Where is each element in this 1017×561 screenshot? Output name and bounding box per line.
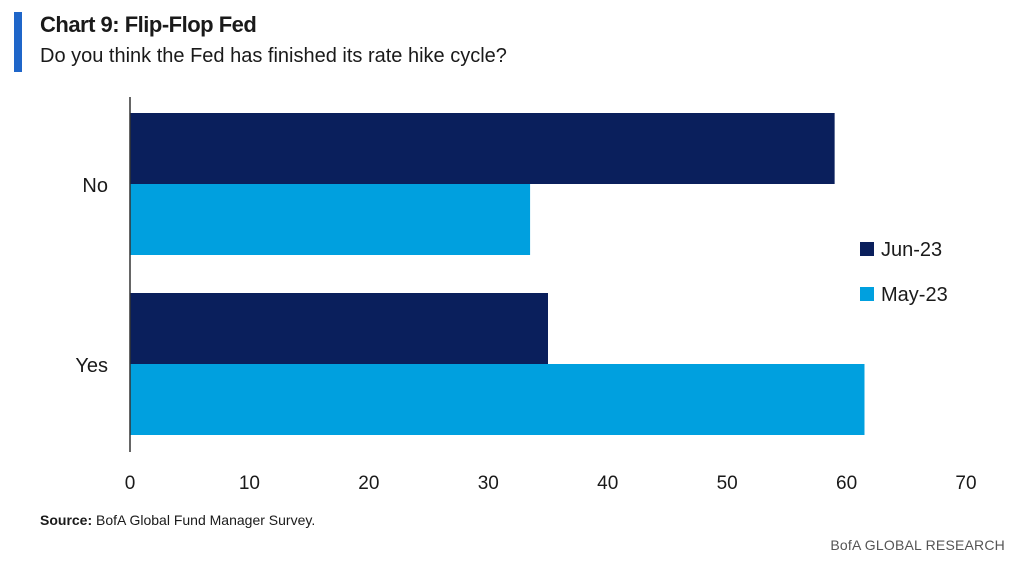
- source-text: BofA Global Fund Manager Survey.: [96, 512, 316, 528]
- x-tick-label: 40: [597, 473, 618, 494]
- category-label-yes: Yes: [75, 355, 108, 377]
- x-tick-label: 50: [717, 473, 738, 494]
- bar-no-may-23: [130, 184, 531, 255]
- category-label-no: No: [82, 175, 108, 197]
- x-tick-label: 0: [125, 473, 136, 494]
- bar-yes-jun-23: [130, 293, 548, 364]
- chart-title: Chart 9: Flip-Flop Fed: [40, 12, 257, 37]
- bar-chart: No Yes 0 10 20 30 40 50 60 70 Jun-23 May-23: [75, 97, 977, 494]
- x-tick-label: 20: [358, 473, 379, 494]
- source-label: Source:: [40, 512, 93, 528]
- chart-subtitle: Do you think the Fed has finished its ra…: [40, 45, 507, 67]
- bar-no-jun-23: [130, 113, 835, 184]
- bar-yes-may-23: [130, 364, 865, 435]
- x-tick-label: 10: [239, 473, 260, 494]
- legend-swatch-jun-23: [860, 242, 874, 256]
- x-tick-label: 30: [478, 473, 499, 494]
- title-accent-bar: [14, 12, 22, 72]
- x-tick-label: 60: [836, 473, 857, 494]
- legend-swatch-may-23: [860, 287, 874, 301]
- legend-label-jun-23: Jun-23: [881, 239, 942, 261]
- x-tick-label: 70: [955, 473, 976, 494]
- source-note: Source: BofA Global Fund Manager Survey.: [40, 512, 315, 528]
- brand-label: BofA GLOBAL RESEARCH: [830, 537, 1005, 553]
- legend-label-may-23: May-23: [881, 284, 948, 306]
